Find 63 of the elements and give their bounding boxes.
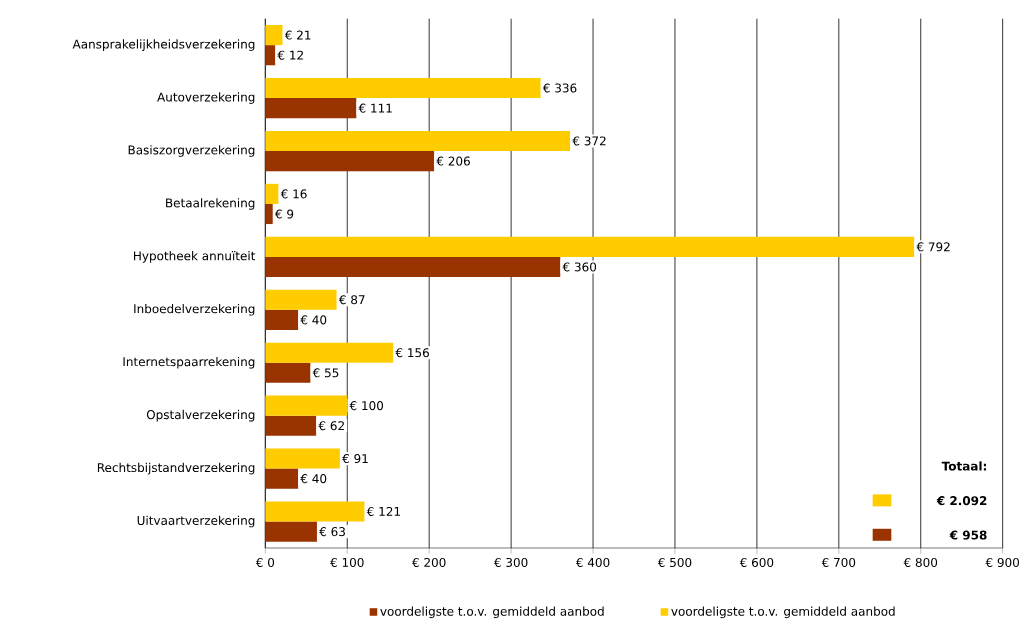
- x-tick-label: € 100: [330, 557, 364, 568]
- x-tick-label: € 400: [575, 557, 610, 568]
- data-label: € 111: [358, 103, 392, 113]
- data-label: € 21: [284, 30, 311, 40]
- bar: [265, 236, 915, 257]
- bar: [265, 151, 435, 172]
- bar: [265, 448, 340, 469]
- data-label: € 100: [349, 401, 384, 411]
- data-label: € 87: [338, 295, 365, 305]
- y-tick-label: Internetspaarrekening: [123, 356, 255, 369]
- bar: [265, 183, 279, 204]
- bar: [265, 395, 348, 416]
- bar: [265, 309, 299, 330]
- bar: [265, 468, 299, 489]
- legend-label: voordeligste t.o.v. gemiddeld aanbod: [380, 606, 604, 619]
- annotation: € 2.092: [936, 496, 987, 506]
- data-label: € 62: [318, 421, 344, 431]
- x-tick-label: € 0: [255, 557, 275, 568]
- bar: [265, 362, 311, 383]
- bar: [265, 256, 561, 277]
- x-tick-label: € 600: [739, 557, 774, 568]
- x-tick-label: € 200: [412, 557, 446, 568]
- x-tick-label: € 500: [657, 557, 692, 568]
- data-label: € 16: [280, 189, 307, 199]
- y-tick-label: Rechtsbijstandverzekering: [97, 462, 255, 475]
- y-tick-label: Uitvaartverzekering: [137, 515, 255, 528]
- data-label: € 360: [562, 262, 597, 272]
- data-label: € 12: [277, 50, 303, 60]
- bar: [265, 501, 365, 522]
- y-tick-label: Aansprakelijkheidsverzekering: [72, 39, 255, 51]
- data-label: € 40: [300, 315, 327, 325]
- annotation: Totaal:: [941, 461, 987, 471]
- bar: [265, 45, 276, 66]
- bar: [265, 98, 357, 119]
- data-label: € 40: [300, 474, 327, 484]
- data-label: € 91: [342, 454, 368, 464]
- y-tick-label: Autoverzekering: [157, 92, 255, 104]
- y-tick-label: Hypotheek annuïteit: [134, 251, 256, 263]
- x-tick-label: € 900: [985, 557, 1020, 568]
- data-label: € 792: [916, 242, 950, 252]
- y-tick-label: Inboedelverzekering: [134, 303, 255, 316]
- bar: [265, 342, 394, 363]
- bar: [265, 289, 337, 310]
- data-label: € 206: [436, 156, 470, 166]
- bar: [265, 25, 283, 46]
- data-label: € 156: [395, 348, 429, 358]
- x-tick-label: € 800: [903, 557, 938, 568]
- annotation: € 958: [949, 530, 987, 540]
- x-tick-label: € 700: [821, 557, 856, 568]
- bar: [265, 521, 317, 542]
- x-tick-label: € 300: [493, 557, 528, 568]
- bar: [265, 203, 273, 225]
- y-tick-label: Betaalrekening: [166, 198, 255, 210]
- data-label: € 372: [572, 136, 606, 146]
- bar: [265, 77, 541, 99]
- legend-label: voordeligste t.o.v. gemiddeld aanbod: [671, 606, 895, 619]
- data-label: € 9: [274, 209, 294, 219]
- y-tick-label: Opstalverzekering: [146, 409, 255, 422]
- y-tick-label: Basiszorgverzekering: [128, 145, 255, 157]
- data-label: € 55: [312, 368, 339, 378]
- data-label: € 336: [542, 83, 577, 93]
- data-label: € 121: [366, 506, 400, 517]
- data-label: € 63: [319, 527, 345, 537]
